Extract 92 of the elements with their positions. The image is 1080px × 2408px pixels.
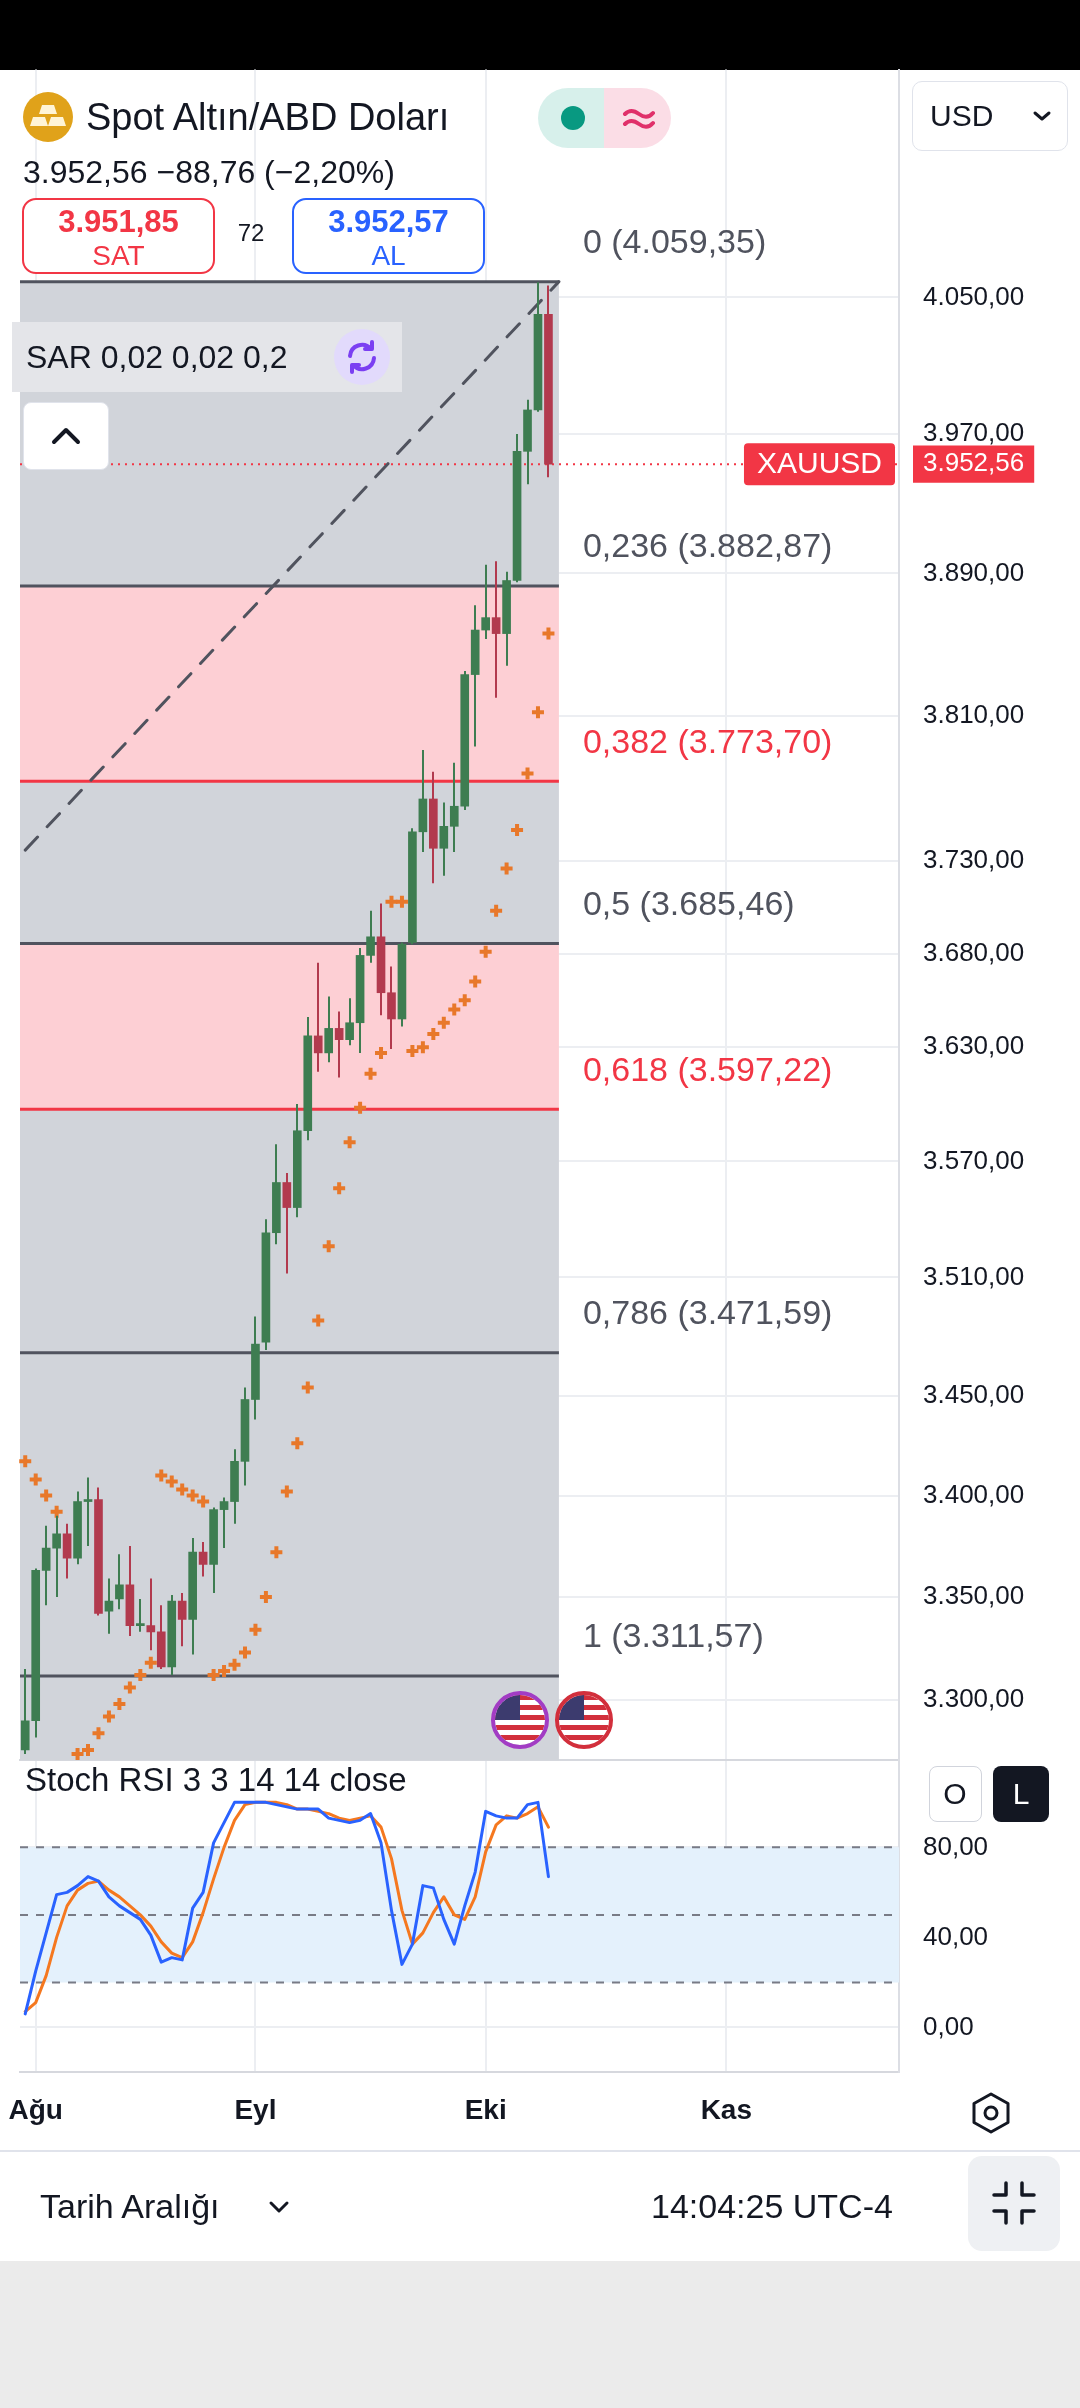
ref-line-label: 0,236 (3.882,87) [582, 526, 833, 565]
text: 3.952,56 −88,76 (−2,20%) [23, 153, 395, 192]
y-tick-label: 3.510,00 [923, 1260, 1025, 1291]
y-tick-label: 40,00 [923, 1920, 989, 1951]
point [467, 973, 484, 990]
x-tick-label: Eyl [234, 2093, 277, 2125]
point [320, 1238, 337, 1255]
point [48, 1503, 65, 1520]
y-tick-label: 3.680,00 [923, 936, 1025, 967]
annotation: SAT [92, 240, 145, 272]
point [142, 1654, 159, 1671]
ref-line-label: 0,618 (3.597,22) [582, 1049, 833, 1088]
y-tick-label: 3.970,00 [923, 417, 1025, 448]
point [331, 1180, 348, 1197]
ref-line-label: 0,5 (3.685,46) [582, 883, 795, 922]
y-tick-label: 3.350,00 [923, 1580, 1025, 1611]
candlestick [146, 1577, 156, 1652]
point [341, 1134, 358, 1151]
point [121, 1679, 138, 1696]
candlestick [219, 1496, 229, 1550]
annotation: 3.951,85 [58, 204, 179, 240]
text: Tarih Aralığı [40, 2186, 220, 2226]
point [226, 1656, 243, 1673]
x-tick-label: Eki [464, 2093, 507, 2125]
point [477, 943, 494, 960]
x-tick-label: Kas [700, 2093, 753, 2125]
y-tick-label: 3.300,00 [923, 1683, 1025, 1714]
point [247, 1621, 264, 1638]
y-tick-label: 3.890,00 [923, 556, 1025, 587]
point [488, 902, 505, 919]
candlestick [481, 563, 490, 640]
y-tick-label: 3.400,00 [923, 1478, 1025, 1509]
point [17, 1453, 34, 1470]
ref-line-label: 0,786 (3.471,59) [582, 1293, 833, 1332]
candlestick [177, 1591, 187, 1648]
point [446, 1001, 463, 1018]
ref-line-label: 1 (3.311,57) [582, 1616, 764, 1655]
y-tick-label: 0,00 [923, 2010, 974, 2041]
x-tick-label: Ağu [8, 2093, 63, 2125]
candlestick [41, 1524, 51, 1607]
candlestick [83, 1476, 93, 1548]
candlestick [439, 801, 449, 877]
candlestick [198, 1540, 208, 1578]
chart-title: Stoch RSI 3 3 14 14 close [25, 1761, 407, 1798]
point [498, 860, 515, 877]
point [38, 1487, 55, 1504]
y-tick-label: 3.570,00 [923, 1144, 1025, 1175]
candlestick [115, 1553, 124, 1611]
annotation: AL [371, 240, 406, 272]
y-tick-label: 3.450,00 [923, 1378, 1025, 1409]
y-tick-label: 4.050,00 [923, 280, 1025, 311]
point [352, 1099, 369, 1116]
ref-line-label: 0 (4.059,35) [582, 222, 767, 261]
y-tick-label: 3.630,00 [923, 1030, 1025, 1061]
point [456, 992, 473, 1009]
y-tick-label: 3.810,00 [923, 698, 1025, 729]
point [69, 1746, 86, 1761]
text: 14:04:25 UTC-4 [651, 2186, 893, 2226]
y-tick-label: 80,00 [923, 1830, 989, 1861]
point [268, 1544, 285, 1561]
point [299, 1379, 316, 1396]
candlestick [334, 1010, 344, 1079]
point [278, 1483, 295, 1500]
point [414, 1039, 431, 1056]
point [289, 1435, 306, 1452]
text: O [943, 1777, 967, 1811]
text: L [1012, 1777, 1030, 1811]
point [90, 1725, 107, 1742]
annotation: SAR 0,02 0,02 0,2 [26, 338, 288, 377]
ref-line-label: XAUUSD [756, 446, 882, 480]
candlestick [366, 909, 375, 964]
text: USD [930, 98, 994, 134]
candlestick [313, 961, 323, 1073]
candlestick [136, 1598, 145, 1633]
y-tick-label: 3.952,56 [923, 447, 1025, 478]
candlestick [52, 1514, 61, 1598]
point [540, 625, 557, 642]
annotation: 3.952,57 [328, 204, 449, 240]
text: Spot Altın/ABD Doları [86, 95, 450, 140]
point [519, 765, 536, 782]
ref-line-label: 0,382 (3.773,70) [582, 721, 833, 760]
annotation: 72 [237, 218, 265, 248]
point [362, 1065, 379, 1082]
point [310, 1312, 327, 1329]
candlestick [104, 1577, 114, 1635]
y-tick-label: 3.730,00 [923, 844, 1025, 875]
candlestick [491, 560, 501, 699]
candlestick [345, 997, 354, 1047]
point [27, 1471, 44, 1488]
point [404, 1043, 421, 1059]
point [435, 1014, 452, 1031]
point [100, 1708, 117, 1725]
